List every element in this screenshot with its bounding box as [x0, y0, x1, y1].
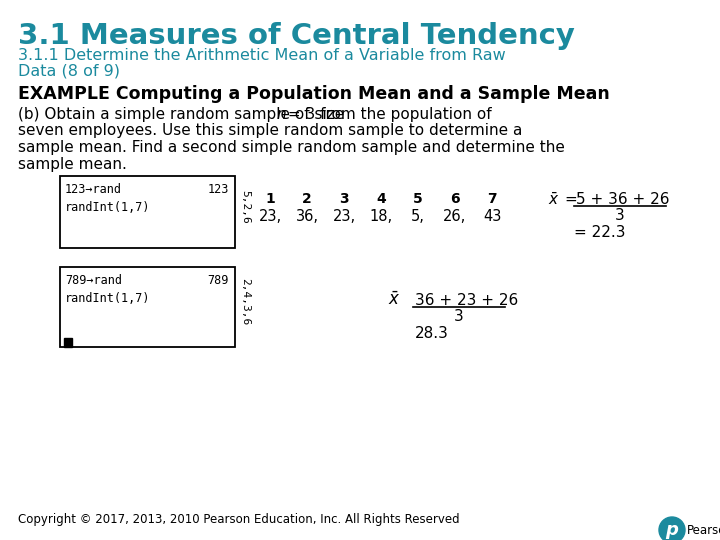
Text: 23,: 23, — [258, 209, 282, 224]
Text: 5,2,6: 5,2,6 — [240, 190, 250, 224]
Text: 28.3: 28.3 — [415, 326, 449, 341]
Text: 789→rand: 789→rand — [65, 274, 122, 287]
Text: 2: 2 — [302, 192, 312, 206]
Text: p: p — [665, 521, 678, 539]
Text: seven employees. Use this simple random sample to determine a: seven employees. Use this simple random … — [18, 124, 523, 138]
Text: 26,: 26, — [444, 209, 467, 224]
Text: $\bar{x}$: $\bar{x}$ — [548, 192, 559, 208]
Text: n: n — [276, 107, 286, 122]
Text: (b) Obtain a simple random sample of size: (b) Obtain a simple random sample of siz… — [18, 107, 349, 122]
Text: Pearson: Pearson — [687, 523, 720, 537]
Text: sample mean.: sample mean. — [18, 157, 127, 172]
Text: 7: 7 — [487, 192, 497, 206]
Text: 6: 6 — [450, 192, 460, 206]
FancyBboxPatch shape — [60, 176, 235, 248]
Text: 123→rand: 123→rand — [65, 183, 122, 196]
Text: 5 + 36 + 26: 5 + 36 + 26 — [576, 192, 670, 207]
Text: randInt(1,7): randInt(1,7) — [65, 292, 150, 305]
Text: = 3 from the population of: = 3 from the population of — [283, 107, 492, 122]
Text: 1: 1 — [265, 192, 275, 206]
Text: 3: 3 — [339, 192, 348, 206]
Bar — [64, 338, 72, 347]
Text: 36 + 23 + 26: 36 + 23 + 26 — [415, 293, 518, 308]
Text: sample mean. Find a second simple random sample and determine the: sample mean. Find a second simple random… — [18, 140, 565, 155]
Text: Data (8 of 9): Data (8 of 9) — [18, 64, 120, 79]
Text: 5,: 5, — [411, 209, 425, 224]
Text: 5: 5 — [413, 192, 423, 206]
Text: 3.1.1 Determine the Arithmetic Mean of a Variable from Raw: 3.1.1 Determine the Arithmetic Mean of a… — [18, 48, 505, 63]
Text: randInt(1,7): randInt(1,7) — [65, 201, 150, 214]
Text: 3.1 Measures of Central Tendency: 3.1 Measures of Central Tendency — [18, 22, 575, 50]
Text: EXAMPLE Computing a Population Mean and a Sample Mean: EXAMPLE Computing a Population Mean and … — [18, 85, 610, 103]
Text: 3: 3 — [454, 309, 464, 324]
Text: 43: 43 — [483, 209, 501, 224]
Text: 789: 789 — [207, 274, 229, 287]
Circle shape — [659, 517, 685, 540]
FancyBboxPatch shape — [60, 267, 235, 347]
Text: = 22.3: = 22.3 — [574, 225, 626, 240]
Text: 18,: 18, — [369, 209, 392, 224]
Text: 36,: 36, — [295, 209, 318, 224]
Text: 3: 3 — [615, 208, 625, 223]
Text: $\bar{x}$: $\bar{x}$ — [388, 291, 400, 309]
Text: 123: 123 — [207, 183, 229, 196]
Text: =: = — [564, 192, 577, 207]
Text: 2,4,3,6: 2,4,3,6 — [240, 279, 250, 326]
Text: 23,: 23, — [333, 209, 356, 224]
Text: 4: 4 — [376, 192, 386, 206]
Text: Copyright © 2017, 2013, 2010 Pearson Education, Inc. All Rights Reserved: Copyright © 2017, 2013, 2010 Pearson Edu… — [18, 513, 459, 526]
